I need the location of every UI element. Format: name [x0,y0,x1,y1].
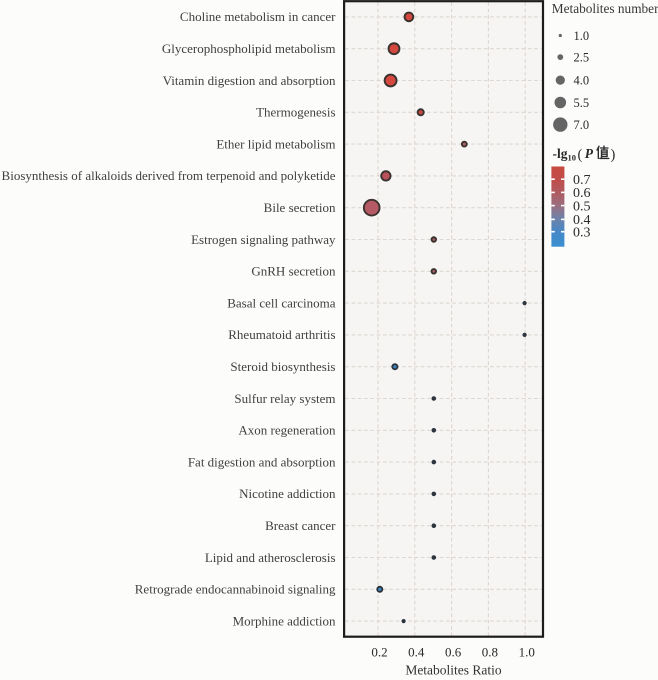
svg-text:4.0: 4.0 [574,73,590,87]
svg-text:5.5: 5.5 [574,96,590,110]
svg-text:1.0: 1.0 [574,29,590,43]
svg-text:0.8: 0.8 [482,645,498,660]
svg-text:Steroid biosynthesis: Steroid biosynthesis [230,359,335,374]
svg-text:0.2: 0.2 [371,645,387,660]
svg-text:Metabolites Ratio: Metabolites Ratio [405,663,502,678]
svg-text:0.6: 0.6 [445,645,462,660]
svg-text:1.0: 1.0 [519,645,535,660]
svg-text:Nicotine addiction: Nicotine addiction [239,486,336,501]
svg-text:0.3: 0.3 [573,226,591,241]
svg-text:0.5: 0.5 [573,199,591,214]
svg-text:Thermogenesis: Thermogenesis [256,105,335,120]
svg-text:Lipid and atherosclerosis: Lipid and atherosclerosis [205,550,336,565]
svg-text:Biosynthesis of alkaloids deri: Biosynthesis of alkaloids derived from t… [2,168,336,183]
svg-text:Metabolites number: Metabolites number [552,1,658,16]
svg-text:Sulfur relay system: Sulfur relay system [234,391,335,406]
svg-text:0.7: 0.7 [573,173,591,188]
svg-text:0.6: 0.6 [573,186,591,201]
svg-text:Fat digestion and absorption: Fat digestion and absorption [188,454,336,469]
svg-text:7.0: 7.0 [574,118,590,132]
svg-text:Vitamin digestion and absorpti: Vitamin digestion and absorption [163,73,336,88]
svg-text:Bile secretion: Bile secretion [264,200,336,215]
svg-text:Breast cancer: Breast cancer [265,518,336,533]
svg-text:): ) [611,147,616,163]
svg-text:Basal cell carcinoma: Basal cell carcinoma [227,295,336,310]
svg-text:2.5: 2.5 [574,50,590,64]
svg-text:GnRH secretion: GnRH secretion [251,264,336,279]
svg-text:Rheumatoid arthritis: Rheumatoid arthritis [228,327,335,342]
svg-text:Estrogen signaling pathway: Estrogen signaling pathway [191,232,336,247]
svg-text:Choline metabolism in cancer: Choline metabolism in cancer [180,9,336,24]
svg-text:0.4: 0.4 [573,213,591,228]
svg-text:P: P [585,146,594,161]
svg-text:Morphine addiction: Morphine addiction [233,613,336,628]
svg-text:(: ( [578,147,583,163]
svg-text:Glycerophospholipid metabolism: Glycerophospholipid metabolism [162,41,336,56]
svg-text:Ether lipid metabolism: Ether lipid metabolism [216,136,335,151]
svg-text:Axon regeneration: Axon regeneration [238,423,336,438]
svg-text:Retrograde endocannabinoid sig: Retrograde endocannabinoid signaling [135,582,336,597]
svg-text:0.4: 0.4 [408,645,425,660]
